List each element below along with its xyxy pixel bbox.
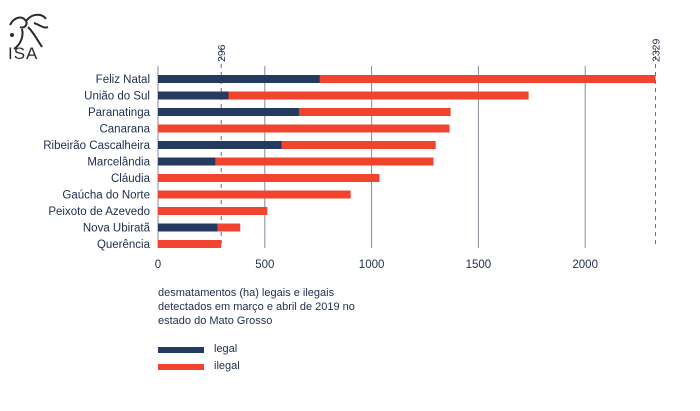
category-label-4: Ribeirão Cascalheira	[43, 140, 150, 152]
legend-swatch-legal	[158, 347, 204, 353]
category-label-10: Querência	[97, 239, 151, 251]
bar-ilegal-10	[158, 240, 222, 248]
reference-label-2329: 2329	[650, 38, 662, 62]
bar-legal-1	[158, 91, 229, 100]
bar-legal-9	[158, 223, 218, 232]
reference-label-296: 296	[216, 44, 228, 62]
bar-ilegal-8	[158, 207, 268, 215]
bar-ilegal-2	[298, 108, 451, 116]
bar-ilegal-0	[319, 75, 656, 83]
x-tick-label-0: 0	[155, 259, 161, 271]
category-label-9: Nova Ubiratã	[83, 223, 151, 235]
bar-legal-5	[158, 157, 216, 166]
bar-legal-2	[158, 108, 299, 116]
x-tick-label-500: 500	[255, 259, 274, 271]
category-label-3: Canarana	[99, 124, 150, 136]
legend-label-ilegal: ilegal	[214, 360, 240, 372]
x-tick-label-1000: 1000	[359, 259, 385, 271]
category-label-2: Paranatinga	[88, 107, 151, 119]
bar-legal-0	[158, 75, 320, 83]
bar-ilegal-7	[158, 190, 351, 199]
legend-label-legal: legal	[214, 343, 238, 355]
isa-logo-icon	[9, 13, 49, 50]
bar-ilegal-9	[217, 223, 241, 232]
category-label-8: Peixoto de Azevedo	[48, 206, 150, 218]
category-label-5: Marcelândia	[87, 157, 150, 169]
chart-caption: desmatamentos (ha) legais e ilegais dete…	[158, 287, 355, 327]
x-tick-label-1500: 1500	[466, 259, 492, 271]
bar-ilegal-4	[281, 141, 436, 149]
category-label-0: Feliz Natal	[96, 74, 150, 86]
bar-ilegal-6	[158, 174, 380, 182]
bar-ilegal-1	[228, 91, 529, 100]
bar-ilegal-5	[215, 157, 434, 166]
legend-swatch-ilegal	[158, 364, 204, 370]
bar-legal-4	[158, 141, 282, 149]
bar-ilegal-3	[158, 124, 450, 133]
x-tick-label-2000: 2000	[572, 259, 598, 271]
logo-text: ISA	[8, 44, 39, 63]
category-label-6: Cláudia	[111, 173, 151, 185]
legend-item-ilegal: ilegal	[158, 360, 358, 376]
legend-item-legal: legal	[158, 343, 358, 359]
category-label-7: Gaúcha do Norte	[62, 190, 150, 202]
category-label-1: União do Sul	[84, 91, 150, 103]
